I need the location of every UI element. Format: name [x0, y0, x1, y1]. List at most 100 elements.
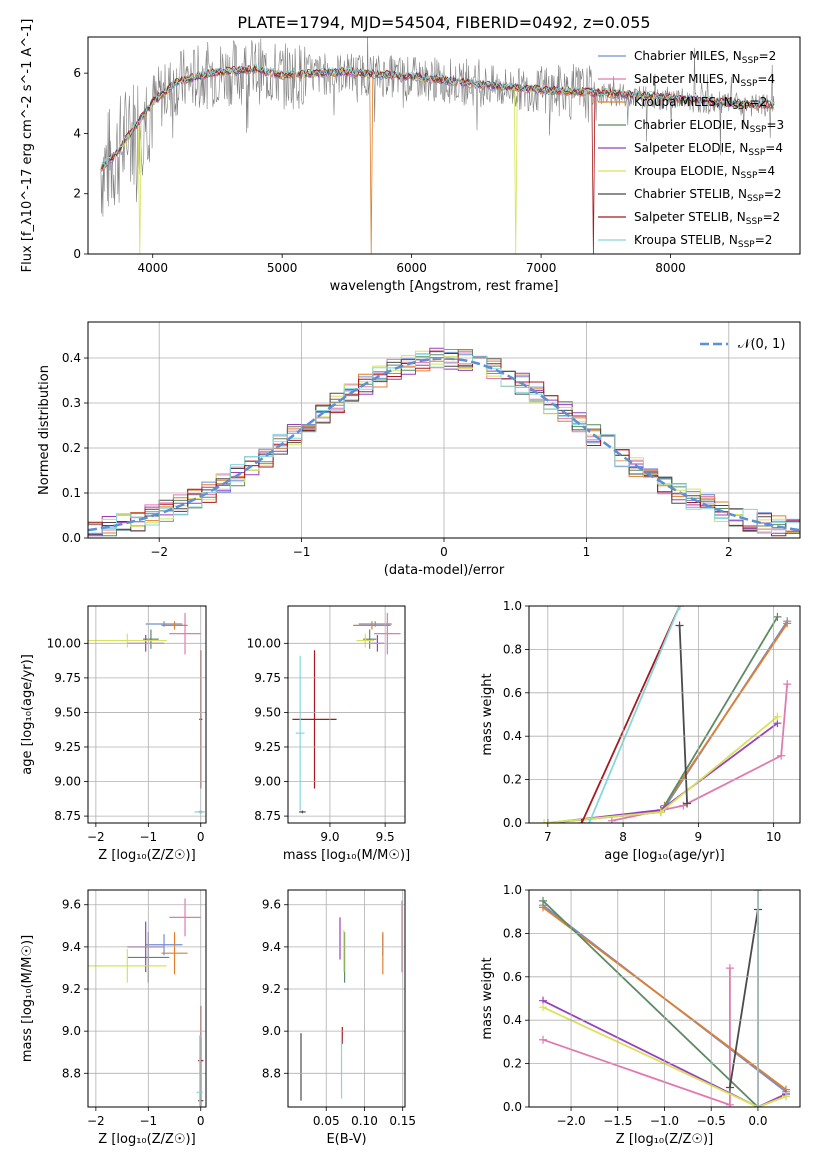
x-axis-label: Z [log₁₀(Z/Z☉)] [98, 1132, 195, 1147]
y-tick-label: 1.0 [503, 599, 522, 613]
legend-label-sub: SSP [747, 194, 764, 204]
y-tick-label: 0.2 [62, 441, 81, 455]
legend-label-sub: SSP [746, 217, 763, 227]
y-tick-label: 9.6 [262, 898, 281, 912]
x-tick-label: −1 [139, 830, 157, 844]
x-tick-label: 1 [583, 545, 591, 559]
weight-marker [656, 808, 665, 817]
y-tick-label: 8.8 [62, 1066, 81, 1080]
x-tick-label: −1 [293, 545, 311, 559]
model-spectrum-line [100, 63, 774, 168]
x-axis-label: Z [log₁₀(Z/Z☉)] [98, 848, 195, 863]
weight-line [542, 999, 787, 1107]
x-axis-label: Z [log₁₀(Z/Z☉)] [616, 1132, 713, 1147]
y-tick-label: 0.4 [62, 351, 81, 365]
legend-label-sub: SSP [750, 125, 767, 135]
legend-entry-label: Salpeter ELODIE, NSSP=4 [634, 141, 783, 158]
y-tick-label: 0.6 [503, 686, 522, 700]
legend-label-sub: SSP [741, 171, 758, 181]
weight-line [678, 625, 688, 804]
y-tick-label: 0.0 [62, 531, 81, 545]
legend-label-suffix: =2 [759, 49, 777, 63]
legend-label-suffix: =3 [766, 118, 784, 132]
y-axis-label: mass weight [480, 673, 495, 755]
weight-line [542, 1006, 787, 1107]
legend-label-main: Chabrier MILES, N [634, 49, 742, 63]
legend-label-suffix: =2 [763, 210, 781, 224]
y-tick-label: 9.0 [262, 1024, 281, 1038]
x-tick-label: 5000 [267, 261, 298, 275]
weight-marker [725, 964, 734, 973]
weight-marker [539, 1035, 548, 1044]
y-axis-label: mass [log₁₀(M/M☉)] [20, 935, 35, 1062]
panel-weight-vs-age: 7 8 9 10 0.0 0.2 0.4 0.6 0.8 1.0 age [log₁₀(age/yr… [480, 599, 801, 863]
y-tick-label: 0.3 [62, 396, 81, 410]
plot-area-mass-vs-ebv [300, 900, 403, 1101]
legend-label-sub: SSP [741, 79, 758, 89]
y-axis-label: mass weight [480, 957, 495, 1039]
legend-label-main: Salpeter ELODIE, N [634, 141, 748, 155]
x-tick-label: 9.0 [320, 830, 339, 844]
axes-frame [528, 889, 801, 1108]
legend-label-main: Kroupa ELODIE, N [634, 164, 741, 178]
x-tick-label: 9.5 [376, 830, 395, 844]
y-tick-label: 9.75 [54, 671, 81, 685]
x-tick-label: −0.5 [697, 1114, 726, 1128]
legend-label-sub: SSP [733, 102, 750, 112]
legend-label-suffix: =4 [757, 72, 775, 86]
plot-area-spectrum [100, 37, 775, 254]
weight-line [729, 909, 759, 1088]
y-tick-label: 9.50 [254, 705, 281, 719]
weight-marker [783, 619, 792, 628]
y-tick-label: 0.8 [503, 642, 522, 656]
y-tick-label: 6 [73, 66, 81, 80]
x-tick-label: 4000 [137, 261, 168, 275]
y-tick-label: 10.00 [247, 636, 281, 650]
y-tick-label: 0.8 [503, 926, 522, 940]
x-tick-label: 2 [725, 545, 733, 559]
x-tick-label: −2 [87, 1114, 105, 1128]
y-tick-label: 0.1 [62, 486, 81, 500]
legend-entry-label: Salpeter STELIB, NSSP=2 [634, 210, 780, 227]
panel-age-vs-Z: −2 −1 0 8.75 9.00 9.25 9.50 9.75 10.00 Z [log₁₀(Z… [20, 605, 207, 863]
x-axis-label: mass [log₁₀(M/M☉)] [283, 848, 410, 863]
y-tick-label: 9.75 [254, 671, 281, 685]
legend-label-main: Chabrier ELODIE, N [634, 118, 750, 132]
panel-spectrum: 4000 5000 6000 7000 8000 0 2 4 6 wavelength [Angs… [20, 19, 801, 294]
x-tick-label: −2.0 [556, 1114, 585, 1128]
panel-weight-vs-Z: −2.0 −1.5 −1.0 −0.5 0.0 0.0 0.2 0.4 0.6 0.8 1.0 Z [… [480, 883, 801, 1147]
y-tick-label: 0.2 [503, 1057, 522, 1071]
legend-label-main: Salpeter STELIB, N [634, 210, 746, 224]
y-tick-label: 10.00 [47, 636, 81, 650]
model-spectrum-line [100, 64, 774, 254]
legend-label-suffix: =4 [765, 141, 783, 155]
legend-label-sub: SSP [738, 240, 755, 250]
y-tick-label: 9.50 [54, 705, 81, 719]
weight-marker [777, 751, 786, 760]
y-tick-label: 8.75 [54, 809, 81, 823]
y-tick-label: 0.2 [503, 773, 522, 787]
weight-marker [539, 896, 548, 905]
y-tick-label: 0.4 [503, 1013, 522, 1027]
x-tick-label: 0.15 [389, 1114, 416, 1128]
x-tick-label: 6000 [396, 261, 427, 275]
legend-label-main: Kroupa MILES, N [634, 95, 733, 109]
weight-marker [577, 819, 586, 823]
x-tick-label: −1 [139, 1114, 157, 1128]
weight-marker [683, 799, 692, 808]
y-tick-label: 0 [73, 247, 81, 261]
legend-label-sub: SSP [742, 56, 759, 66]
legend-entry-label: 𝒩(0, 1) [738, 337, 785, 352]
weight-marker [783, 680, 792, 689]
weight-marker [675, 621, 684, 630]
weight-marker [607, 816, 616, 823]
y-axis-label: Normed distribution [37, 365, 52, 495]
axes-frame [528, 605, 801, 824]
x-tick-label: 0.10 [351, 1114, 378, 1128]
legend-label-suffix: =4 [757, 164, 775, 178]
x-tick-label: 7 [544, 830, 552, 844]
weight-line [588, 606, 681, 823]
y-tick-label: 1.0 [503, 883, 522, 897]
y-tick-label: 9.25 [54, 740, 81, 754]
